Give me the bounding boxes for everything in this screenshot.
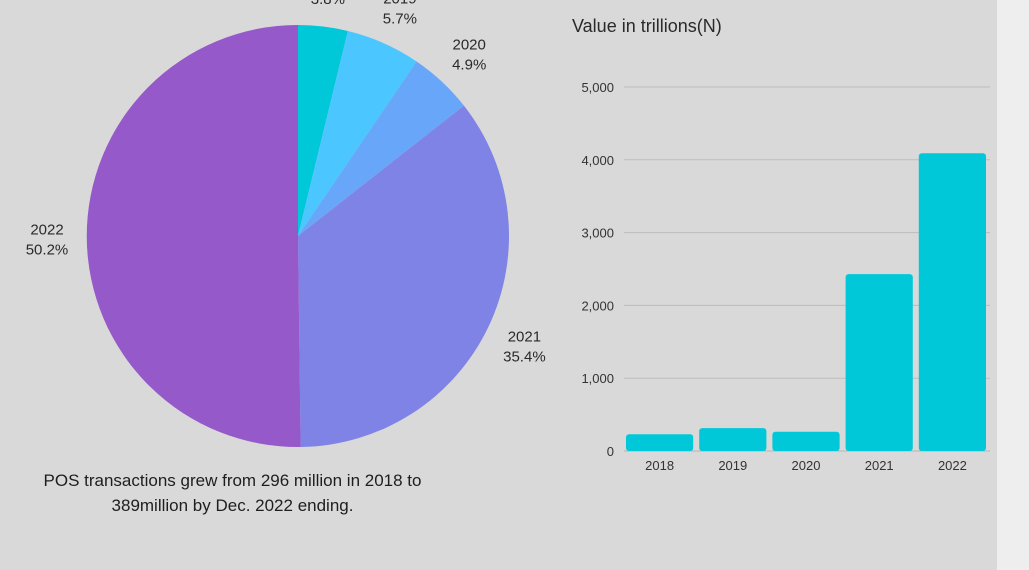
bar-chart: Value in trillions(N) 0 1,000 2,000 3,000 4,…	[572, 16, 990, 473]
y-tick-label: 2,000	[581, 298, 614, 313]
bar-2020	[772, 431, 840, 451]
pie-label-2021: 2021 35.4%	[503, 328, 546, 365]
bar-2019	[699, 428, 767, 451]
x-tick-label: 2018	[645, 458, 674, 473]
pie-slice-2019	[298, 30, 417, 236]
bar-2018	[626, 434, 694, 451]
y-tick-label: 3,000	[581, 226, 614, 241]
bar-2021	[845, 274, 913, 451]
caption-text: POS transactions grew from 296 million i…	[43, 471, 422, 515]
pie-slice-2018	[298, 25, 348, 236]
y-tick-label: 4,000	[581, 153, 614, 168]
y-tick-label: 5,000	[581, 80, 614, 95]
x-tick-label: 2019	[718, 458, 747, 473]
pie-label-2018: 20183.8%	[311, 0, 345, 8]
pie-slice-2020	[298, 61, 464, 236]
pie-slice-2021	[298, 105, 510, 447]
x-tick-label: 2021	[865, 458, 894, 473]
pie-slice-2022	[86, 24, 301, 447]
bar-2022	[918, 153, 986, 451]
y-tick-label: 0	[607, 444, 614, 459]
pie-label-2020: 2020 4.9%	[452, 37, 486, 74]
pie-label-2022: 2022 50.2%	[26, 222, 69, 259]
y-tick-label: 1,000	[581, 371, 614, 386]
x-tick-label: 2020	[792, 458, 821, 473]
x-tick-label: 2022	[938, 458, 967, 473]
bar-chart-title: Value in trillions(N)	[572, 16, 722, 36]
pie-label-2019: 20195.7%	[383, 0, 417, 28]
